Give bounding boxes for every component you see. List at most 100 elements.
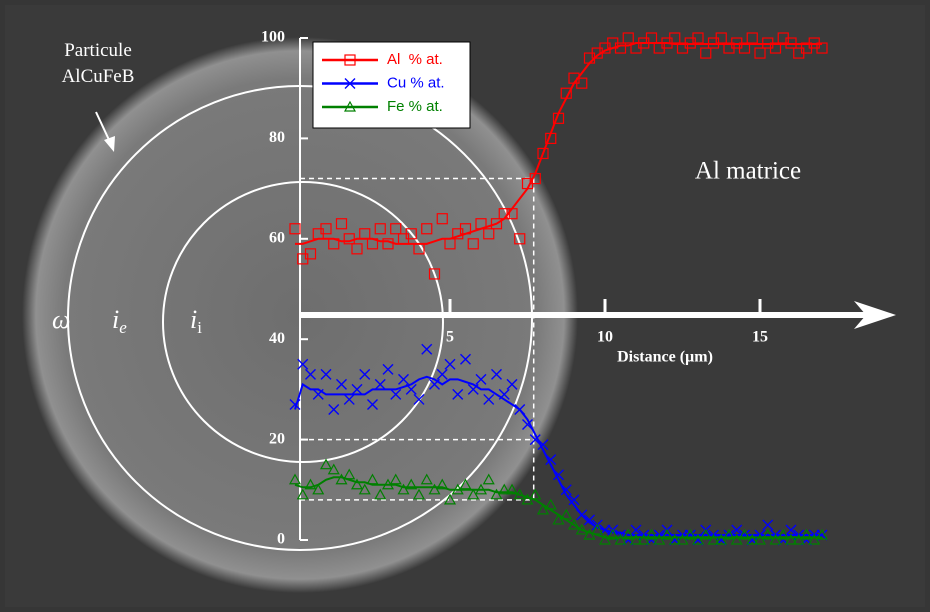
symbol: ie [112,305,127,337]
marker [390,388,402,400]
marker [785,37,797,49]
marker [746,533,759,545]
marker [460,353,471,365]
legend-label: Fe % at. [387,98,443,115]
marker [622,528,635,540]
symbol: ω [52,305,70,334]
marker [405,478,418,490]
marker [289,223,301,235]
marker [374,488,387,500]
x-axis-arrowhead [854,301,896,329]
marker [731,524,743,536]
y-tick-label: 0 [277,531,285,548]
marker [467,238,479,250]
y-tick-label: 80 [269,129,285,146]
marker [374,378,386,390]
marker [630,524,642,536]
legend: Al % at. Cu % at. Fe % at. [312,41,471,129]
marker [576,77,588,89]
marker [344,78,356,89]
annotation: Al matrice [695,158,801,185]
marker [405,228,417,240]
marker [514,233,526,245]
marker [328,403,340,415]
marker [506,378,518,390]
marker [436,368,448,380]
marker [482,473,495,485]
marker [746,32,758,44]
x-tick-label: 10 [597,329,613,346]
marker [700,47,712,59]
marker [359,368,371,380]
marker [684,528,697,540]
marker [483,228,495,240]
marker [584,514,595,526]
marker [645,528,658,540]
symbol-main: i [190,305,197,334]
marker [660,528,674,540]
symbol: ii [190,305,202,337]
marker [320,223,332,235]
marker [537,147,549,160]
plot: 0 20 40 60 80 100 5 10 15 Distance (µm) Al % at. Cu… [261,29,896,548]
marker [754,47,766,59]
marker [498,483,511,495]
marker [398,373,409,385]
marker [335,218,348,230]
marker [436,213,448,225]
x-tick-label: 5 [446,329,454,346]
marker [412,488,426,500]
marker [475,373,487,385]
fit-line [294,375,822,536]
x-tick-label: 15 [752,329,768,346]
marker [413,393,425,405]
annotation: Particule [64,40,132,61]
annotation: AlCuFeB [62,66,135,87]
marker [382,363,394,375]
y-tick-label: 20 [269,430,285,447]
marker [351,383,363,395]
legend-label: Al % at. [387,51,443,68]
marker [312,483,325,495]
marker [351,243,363,255]
marker [606,528,619,540]
marker [304,478,317,490]
marker [304,248,317,260]
marker [669,32,681,44]
annotation-arrow [95,111,111,143]
marker [390,223,402,235]
marker [505,483,519,495]
marker [622,32,634,44]
symbol-sub: e [119,318,127,337]
marker [699,528,712,540]
y-tick-label: 100 [261,29,285,46]
marker [288,473,302,485]
marker [815,528,829,540]
marker [443,493,457,505]
marker [785,524,797,536]
marker [777,528,790,540]
marker [483,393,495,405]
marker [444,358,456,370]
marker [358,483,371,495]
marker [490,218,503,230]
marker [389,473,402,485]
marker [350,478,364,490]
marker [629,533,643,545]
y-tick-label: 40 [269,330,285,347]
marker [491,368,502,380]
marker [436,478,449,490]
marker [319,458,333,470]
marker [327,463,340,475]
marker [320,368,332,380]
fit-line [295,42,822,245]
fit-line [294,476,822,539]
annotation-arrowhead [104,136,115,152]
marker [761,528,774,540]
marker [668,533,681,545]
marker [343,100,357,112]
marker [707,533,720,545]
marker [459,478,472,490]
marker [428,268,441,280]
